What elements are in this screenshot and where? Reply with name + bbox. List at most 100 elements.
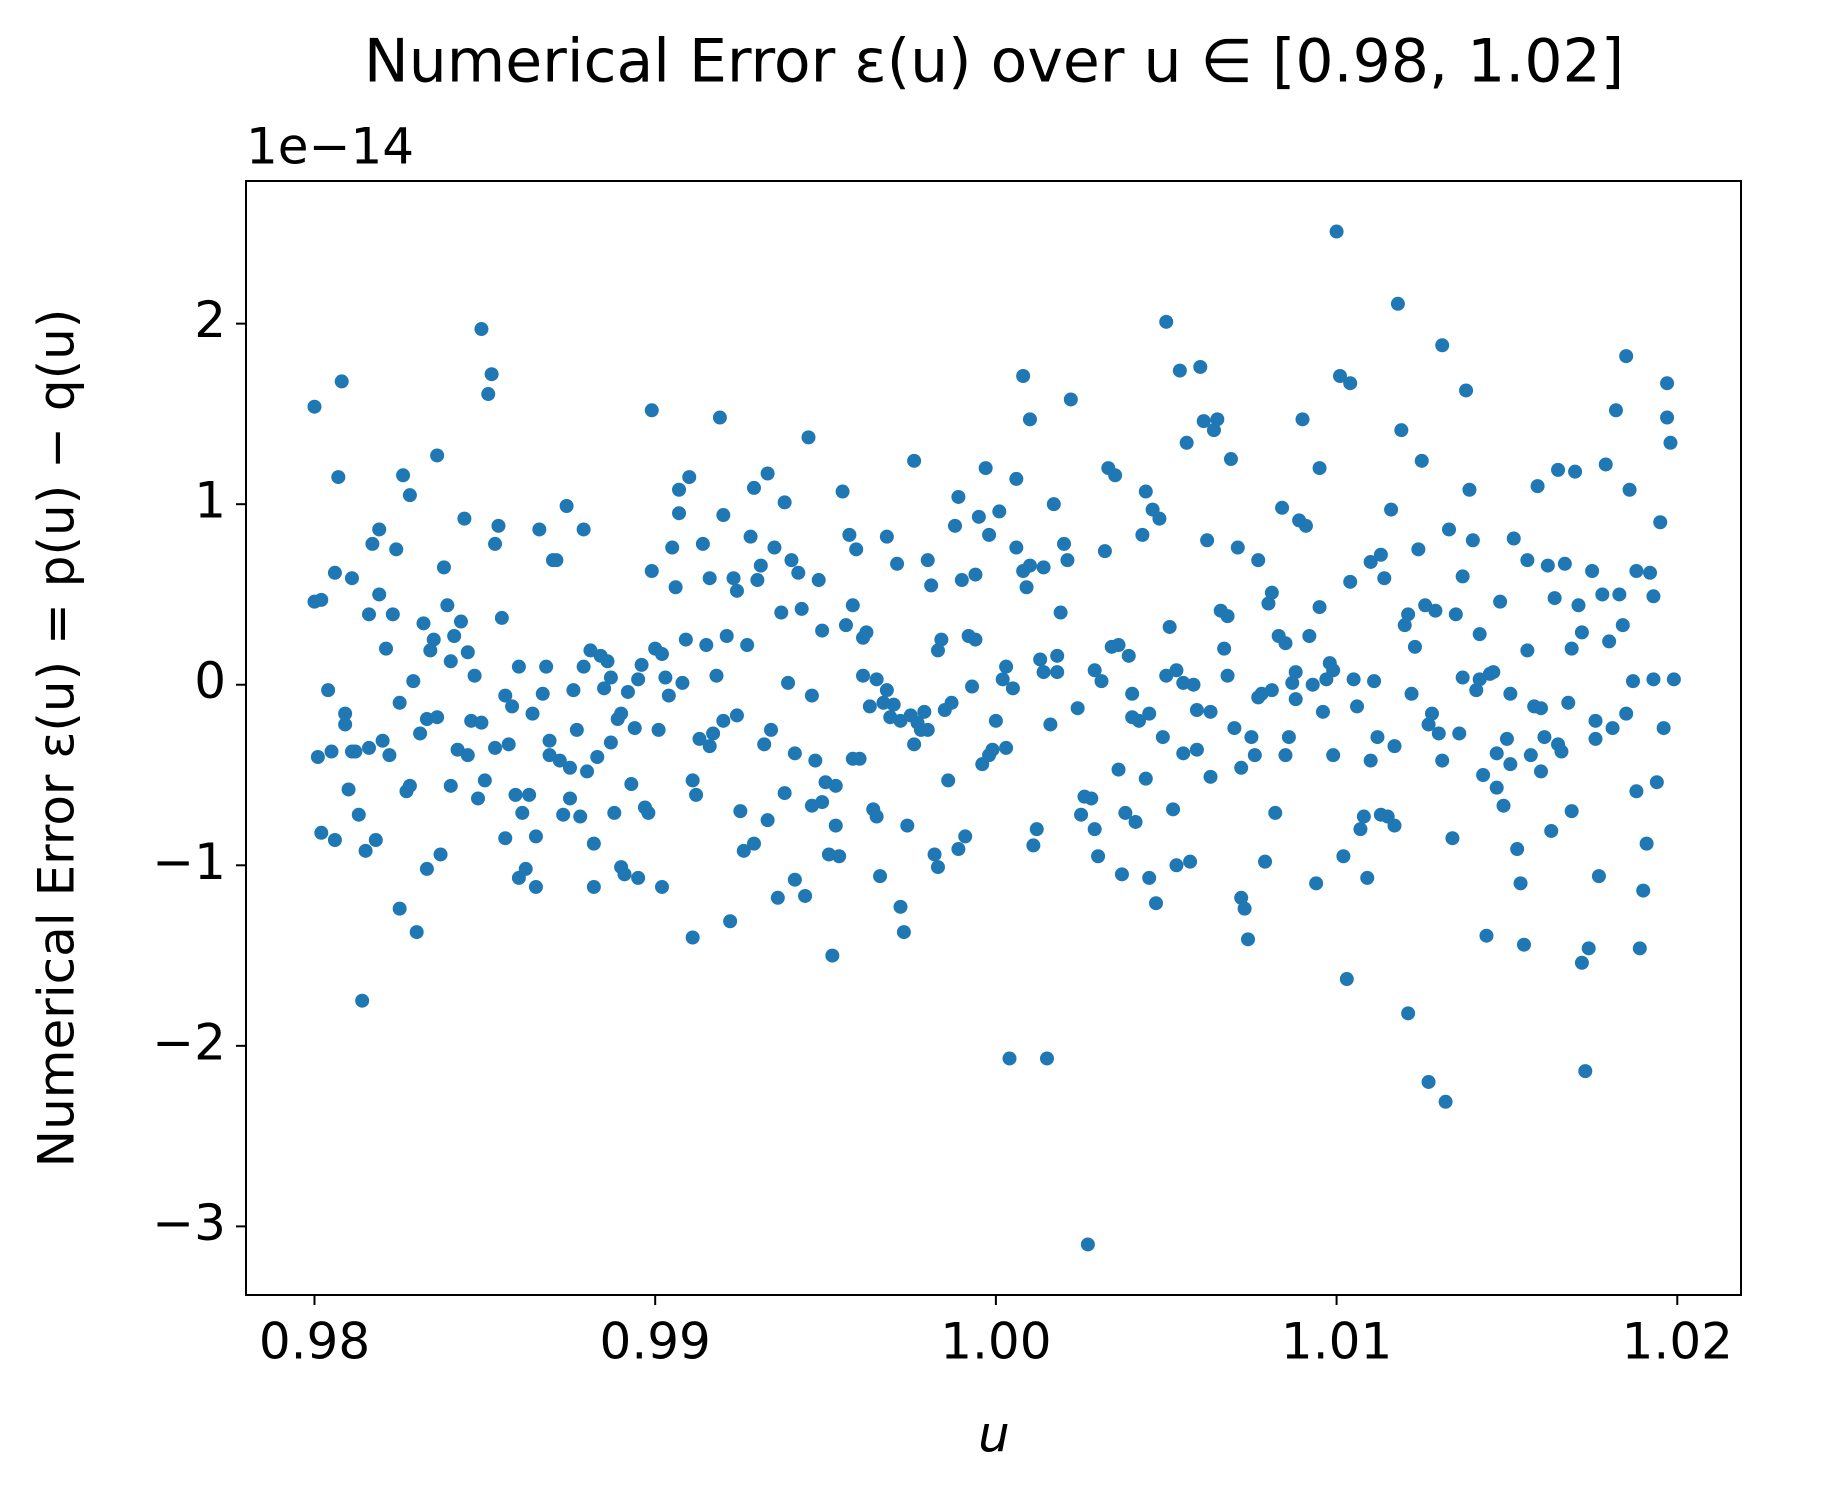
scatter-point <box>392 901 407 916</box>
scatter-point <box>1022 558 1037 573</box>
scatter-point <box>672 506 687 521</box>
scatter-point <box>535 686 550 701</box>
scatter-point <box>1326 663 1341 678</box>
scatter-point <box>1162 619 1177 634</box>
scatter-point <box>1305 677 1320 692</box>
scatter-point <box>695 536 710 551</box>
y-axis-label: Numerical Error ε(u) = p(u) − q(u) <box>28 309 86 1168</box>
scatter-point <box>651 722 666 737</box>
scatter-point <box>348 744 363 759</box>
scatter-point <box>873 869 888 884</box>
scatter-point <box>1302 628 1317 643</box>
scatter-point <box>985 742 1000 757</box>
scatter-point <box>416 616 431 631</box>
scatter-point <box>787 872 802 887</box>
scatter-point <box>474 322 489 337</box>
scatter-point <box>1438 1094 1453 1109</box>
scatter-point <box>1166 802 1181 817</box>
scatter-point <box>1578 1064 1593 1079</box>
scatter-point <box>968 567 983 582</box>
scatter-point <box>948 518 963 533</box>
scatter-point <box>682 470 697 485</box>
y-tick-label: 0 <box>194 652 226 710</box>
scatter-point <box>1046 497 1061 512</box>
scatter-point <box>361 740 376 755</box>
scatter-point <box>1138 771 1153 786</box>
scatter-point <box>1547 591 1562 606</box>
scatter-point <box>1598 457 1613 472</box>
scatter-point <box>1581 941 1596 956</box>
scatter-point <box>924 578 939 593</box>
scatter-point <box>406 674 421 689</box>
scatter-point <box>1625 674 1640 689</box>
scatter-point <box>1530 479 1545 494</box>
scatter-point <box>995 672 1010 687</box>
scatter-point <box>1036 665 1051 680</box>
scatter-point <box>1251 553 1266 568</box>
scatter-point <box>1367 674 1382 689</box>
scatter-point <box>508 787 523 802</box>
scatter-point <box>1183 854 1198 869</box>
scatter-point <box>624 777 639 792</box>
scatter-point <box>920 553 935 568</box>
scatter-point <box>1387 818 1402 833</box>
scatter-point <box>1551 462 1566 477</box>
scatter-point <box>552 753 567 768</box>
scatter-point <box>1043 717 1058 732</box>
scatter-point <box>351 807 366 822</box>
scatter-point <box>1612 587 1627 602</box>
scatter-point <box>430 710 445 725</box>
scatter-point <box>934 632 949 647</box>
scatter-point <box>539 659 554 674</box>
scatter-point <box>498 831 513 846</box>
scatter-point <box>1465 533 1480 548</box>
scatter-point <box>443 778 458 793</box>
scatter-point <box>879 683 894 698</box>
scatter-point <box>1510 842 1525 857</box>
scatter-point <box>733 804 748 819</box>
scatter-point <box>644 403 659 418</box>
scatter-point <box>522 787 537 802</box>
scatter-point <box>576 659 591 674</box>
scatter-point <box>930 643 945 658</box>
scatter-point <box>784 553 799 568</box>
scatter-point <box>1121 648 1136 663</box>
y-tick-label: −3 <box>152 1194 226 1252</box>
scatter-point <box>1261 596 1276 611</box>
scatter-point <box>436 560 451 575</box>
scatter-point <box>968 632 983 647</box>
scatter-point <box>590 749 605 764</box>
scatter-point <box>774 605 789 620</box>
scatter-point <box>1377 571 1392 586</box>
scatter-point <box>1223 452 1238 467</box>
scatter-point <box>1534 764 1549 779</box>
scatter-point <box>760 813 775 828</box>
scatter-point <box>372 587 387 602</box>
scatter-point <box>729 583 744 598</box>
scatter-point <box>433 847 448 862</box>
scatter-point <box>358 843 373 858</box>
scatter-point <box>600 654 615 669</box>
scatter-point <box>1315 704 1330 719</box>
scatter-point <box>563 760 578 775</box>
scatter-point <box>835 484 850 499</box>
scatter-point <box>382 748 397 763</box>
scatter-point <box>1244 730 1259 745</box>
scatter-point <box>607 805 622 820</box>
scatter-point <box>1022 412 1037 427</box>
scatter-point <box>658 670 673 685</box>
scatter-point <box>1281 730 1296 745</box>
scatter-point <box>1455 670 1470 685</box>
scatter-point <box>1220 609 1235 624</box>
scatter-point <box>1564 804 1579 819</box>
scatter-point <box>1278 748 1293 763</box>
scatter-point <box>1602 634 1617 649</box>
scatter-point <box>1247 748 1262 763</box>
scatter-point <box>971 509 986 524</box>
scatter-point <box>654 879 669 894</box>
scatter-point <box>1189 703 1204 718</box>
scatter-point <box>1309 876 1324 891</box>
scatter-point <box>1469 683 1484 698</box>
scatter-point <box>815 795 830 810</box>
scatter-point <box>542 733 557 748</box>
